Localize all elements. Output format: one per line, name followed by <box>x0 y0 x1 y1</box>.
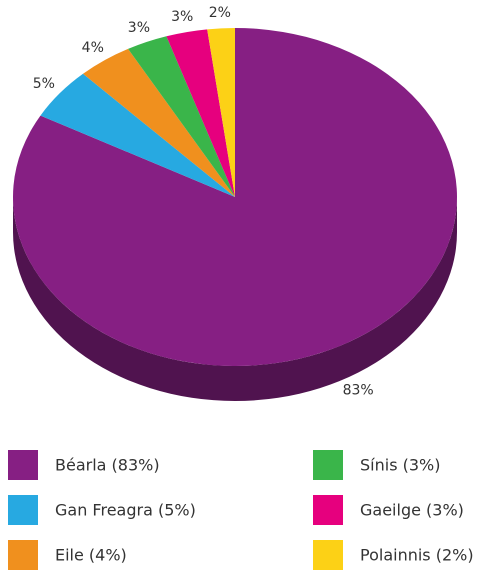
legend-label: Eile (4%) <box>55 546 127 565</box>
legend-swatch <box>313 495 343 525</box>
legend-swatch <box>313 450 343 480</box>
legend-label: Béarla (83%) <box>55 456 160 475</box>
data-label: 83% <box>343 383 374 399</box>
data-label: 2% <box>209 5 231 21</box>
legend-swatch <box>8 495 38 525</box>
data-label: 4% <box>82 40 104 56</box>
legend-label: Gan Freagra (5%) <box>55 501 196 520</box>
legend-label: Gaeilge (3%) <box>360 501 464 520</box>
legend-label: Sínis (3%) <box>360 456 440 475</box>
slice <box>12 28 457 366</box>
slice <box>166 29 235 198</box>
legend-label: Polainnis (2%) <box>360 546 474 565</box>
legend-swatch <box>8 450 38 480</box>
slice <box>83 48 235 197</box>
slice <box>128 36 235 197</box>
legend-swatch <box>313 540 343 570</box>
slice <box>207 28 235 197</box>
data-label: 3% <box>128 20 150 36</box>
data-label: 3% <box>171 9 193 25</box>
data-label: 5% <box>33 76 55 92</box>
slice <box>40 73 235 197</box>
slice-side <box>13 197 457 401</box>
legend-swatch <box>8 540 38 570</box>
